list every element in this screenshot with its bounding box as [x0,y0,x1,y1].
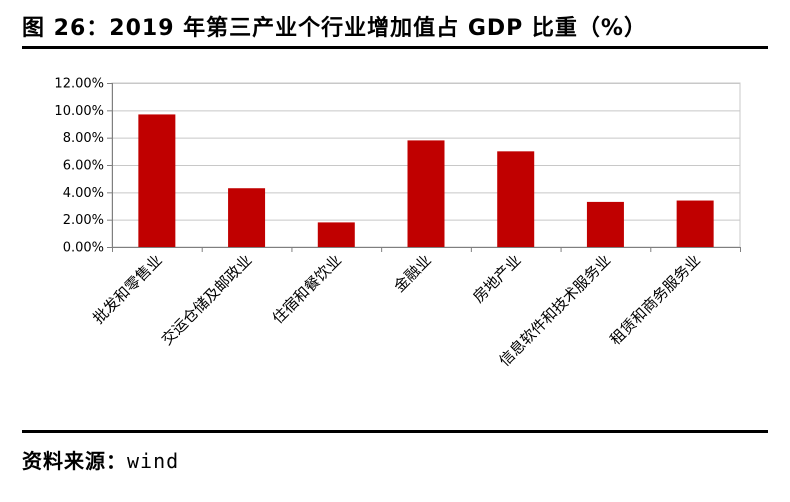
bar [676,200,714,247]
y-tick-label: 10.00% [54,104,104,119]
category-label: 住宿和餐饮业 [269,251,345,327]
category-label: 租赁和商务服务业 [606,251,704,349]
y-tick-label: 12.00% [54,77,104,92]
figure-title: 图 26：2019 年第三产业个行业增加值占 GDP 比重（%） [22,16,647,41]
source-value: wind [127,449,180,473]
y-tick-label: 8.00% [63,131,104,146]
category-label: 交运仓储及邮政业 [158,251,256,349]
y-tick-label: 0.00% [63,241,104,256]
source-label: 资料来源： [22,449,127,473]
source-line: 资料来源：wind [22,445,179,474]
bar [497,151,535,247]
bar-chart: 0.00% 2.00% 4.00% 6.00% 8.00% 10.00% 12.00% 批发和… [54,77,741,370]
category-label: 房地产业 [469,251,524,306]
y-tick-label: 2.00% [63,213,104,228]
bar [586,201,624,247]
bar [228,188,266,247]
bar [138,114,176,247]
y-tick-label: 4.00% [63,186,104,201]
source-rule [22,430,768,433]
y-tick-label: 6.00% [63,159,104,174]
bar [317,222,355,247]
category-label: 金融业 [390,251,435,296]
bar [407,140,445,247]
title-rule [22,46,768,49]
category-label: 批发和零售业 [89,251,165,327]
